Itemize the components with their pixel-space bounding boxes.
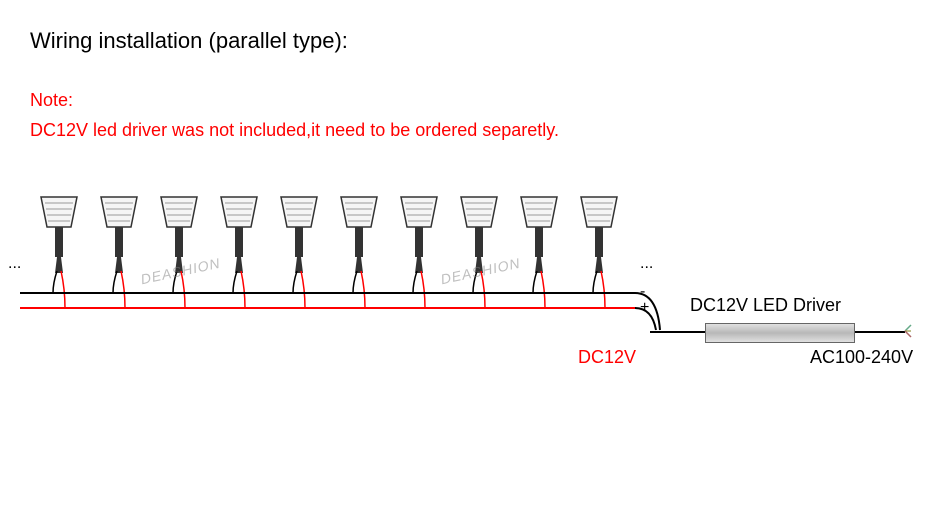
note-text: DC12V led driver was not included,it nee…: [30, 120, 559, 141]
lamp-fixture: [95, 195, 143, 273]
ellipsis-left: ...: [8, 255, 21, 273]
dc-label: DC12V: [578, 347, 636, 368]
led-driver-body: [705, 323, 855, 343]
lamp-leads: [589, 271, 609, 311]
page-title: Wiring installation (parallel type):: [30, 28, 348, 54]
wiring-diagram: ... ... DEASHION DEASHION - + DC12V LED …: [0, 195, 950, 395]
lamp-leads: [289, 271, 309, 311]
driver-wire-in: [650, 331, 705, 333]
lamp-leads: [169, 271, 189, 311]
driver-wire-out: [855, 331, 905, 333]
lamp-leads: [469, 271, 489, 311]
lamp-leads: [49, 271, 69, 311]
lamp-fixture: [155, 195, 203, 273]
lamp-fixture: [335, 195, 383, 273]
wire-positive-bus: [20, 307, 635, 309]
lamp-leads: [109, 271, 129, 311]
lamp-leads: [229, 271, 249, 311]
lamp-leads: [529, 271, 549, 311]
lamp-leads: [409, 271, 429, 311]
lamp-fixture: [575, 195, 623, 273]
ellipsis-right: ...: [640, 255, 653, 273]
ac-plug-icon: [903, 321, 923, 341]
note-label: Note:: [30, 90, 73, 111]
lamp-fixture: [35, 195, 83, 273]
lamp-fixture: [515, 195, 563, 273]
wire-negative-bus: [20, 292, 635, 294]
lamp-fixture: [455, 195, 503, 273]
lamp-fixture: [215, 195, 263, 273]
lamp-fixture: [275, 195, 323, 273]
lamp-fixture: [395, 195, 443, 273]
lamp-leads: [349, 271, 369, 311]
driver-label: DC12V LED Driver: [690, 295, 841, 316]
ac-label: AC100-240V: [810, 347, 913, 368]
